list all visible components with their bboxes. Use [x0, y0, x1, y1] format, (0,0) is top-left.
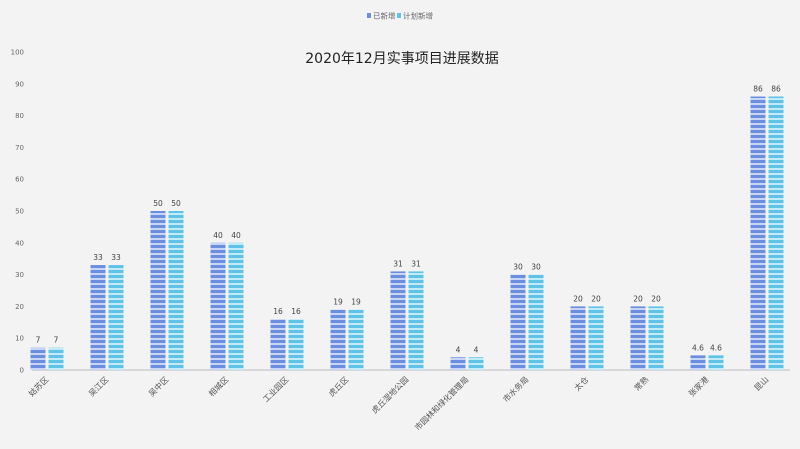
bar-added [390, 271, 406, 370]
bar-value-label: 40 [231, 231, 241, 240]
x-category-label: 太仓 [572, 374, 590, 392]
bar-value-label: 30 [513, 263, 523, 272]
bar-value-label: 31 [411, 259, 421, 268]
bar-value-label: 20 [651, 294, 661, 303]
bar-value-label: 20 [591, 294, 601, 303]
bar-added [510, 274, 526, 370]
y-tick-label: 90 [15, 80, 24, 88]
bar-value-label: 31 [393, 259, 403, 268]
bar-planned [648, 306, 664, 370]
x-category-label: 姑苏区 [26, 374, 50, 398]
bar-value-label: 40 [213, 231, 223, 240]
bars: 7 7 33 33 50 50 40 40 16 16 19 19 31 31 4 4 30 30 20 20 20 20… [30, 85, 784, 371]
bar-added [150, 211, 166, 370]
x-category-label: 相城区 [206, 374, 230, 398]
bar-planned [708, 355, 724, 370]
bar-value-label: 16 [291, 307, 301, 316]
y-tick-label: 50 [15, 208, 24, 216]
bar-value-label: 19 [333, 298, 343, 307]
y-tick-label: 60 [15, 176, 24, 184]
bar-value-label: 86 [771, 85, 781, 94]
bar-value-label: 4 [474, 345, 479, 354]
bar-value-label: 20 [633, 294, 643, 303]
bar-planned [348, 309, 364, 370]
x-category-label: 张家港 [686, 374, 710, 398]
bar-added [210, 242, 226, 370]
bar-planned [468, 357, 484, 370]
legend-swatch [367, 13, 371, 18]
bar-value-label: 33 [93, 253, 103, 262]
bar-value-label: 4.6 [710, 343, 722, 352]
y-tick-label: 70 [15, 144, 24, 152]
x-category-label: 市园林和绿化管理局 [412, 374, 470, 432]
x-category-label: 工业园区 [261, 374, 291, 404]
y-tick-label: 100 [11, 49, 24, 57]
legend-label: 计划新增 [403, 11, 433, 21]
bar-value-label: 7 [54, 336, 59, 345]
y-axis: 0 10 20 30 40 50 60 70 80 90 100 [11, 49, 24, 375]
bar-value-label: 7 [36, 336, 41, 345]
bar-planned [48, 347, 64, 370]
legend-swatch [397, 13, 401, 18]
bar-added [750, 96, 766, 371]
bar-value-label: 19 [351, 298, 361, 307]
bar-added [570, 306, 586, 370]
bar-planned [528, 274, 544, 370]
bar-added [630, 306, 646, 370]
legend: 已新增 计划新增 [367, 11, 433, 21]
bar-planned [288, 319, 304, 370]
y-tick-label: 20 [15, 303, 24, 311]
chart-title: 2020年12月实事项目进展数据 [305, 51, 498, 67]
y-tick-label: 0 [20, 367, 24, 375]
bar-added [450, 357, 466, 370]
x-category-label: 吴江区 [87, 375, 110, 398]
x-axis-labels: 姑苏区 吴江区 吴中区 相城区 工业园区 虎丘区 虎丘湿地公园 市园林和绿化管理局 市水务局 太仓… [26, 374, 770, 432]
bar-planned [588, 306, 604, 370]
bar-added [330, 309, 346, 370]
bar-added [30, 347, 46, 370]
bar-planned [228, 242, 244, 370]
x-category-label: 市水务局 [501, 374, 531, 404]
y-tick-label: 80 [15, 112, 24, 120]
bar-planned [768, 96, 784, 371]
bar-added [690, 355, 706, 370]
legend-label: 已新增 [373, 11, 396, 21]
bar-planned [168, 211, 184, 370]
y-tick-label: 30 [15, 271, 24, 279]
bar-value-label: 86 [753, 85, 763, 94]
bar-planned [108, 265, 124, 370]
bar-planned [408, 271, 424, 370]
bar-value-label: 4.6 [692, 343, 704, 352]
x-category-label: 常熟 [632, 374, 650, 392]
bar-value-label: 30 [531, 263, 541, 272]
x-category-label: 虎丘区 [326, 374, 350, 398]
y-tick-label: 40 [15, 239, 24, 247]
bar-value-label: 50 [153, 199, 163, 208]
x-category-label: 吴中区 [146, 374, 170, 398]
x-category-label: 虎丘湿地公园 [369, 374, 410, 415]
y-tick-label: 10 [15, 335, 24, 343]
bar-value-label: 20 [573, 294, 583, 303]
bar-value-label: 4 [456, 345, 461, 354]
x-category-label: 昆山 [752, 374, 770, 392]
bar-value-label: 50 [171, 199, 181, 208]
bar-value-label: 33 [111, 253, 121, 262]
bar-value-label: 16 [273, 307, 283, 316]
bar-added [270, 319, 286, 370]
bar-added [90, 265, 106, 370]
